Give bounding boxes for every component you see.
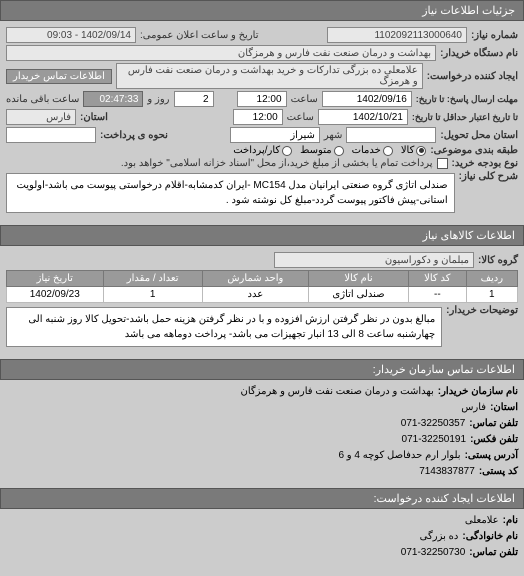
- c-post-label: کد پستی:: [479, 464, 518, 480]
- c-name-label: نام:: [503, 513, 518, 529]
- requester-label: ایجاد کننده درخواست:: [427, 71, 518, 82]
- radio-dot-icon: [282, 146, 292, 156]
- c-addr-label: آدرس پستی:: [465, 448, 518, 464]
- contact-area: نام سازمان خریدار:بهداشت و درمان صنعت نف…: [0, 380, 524, 484]
- payment-method-field: [6, 127, 96, 143]
- deadline-time-label: ساعت: [291, 94, 318, 105]
- deadline-time-field: 12:00: [237, 91, 287, 107]
- goods-table: ردیف کد کالا نام کالا واحد شمارش تعداد /…: [6, 270, 518, 303]
- accept-time-field: 12:00: [233, 109, 283, 125]
- c-fax-label: تلفن فکس:: [470, 432, 518, 448]
- days-left-field: 2: [174, 91, 214, 107]
- accept-label: تا تاریخ اعتبار حداقل تا تاریخ:: [412, 112, 518, 123]
- col-unit: واحد شمارش: [202, 271, 308, 287]
- cell-date: 1402/09/23: [7, 287, 104, 303]
- request-no-label: شماره نیاز:: [471, 30, 518, 41]
- goods-group-label: گروه کالا:: [478, 255, 518, 266]
- deadline-label: مهلت ارسال پاسخ: تا تاریخ:: [416, 94, 518, 105]
- radio-khadamat-label: خدمات: [352, 145, 381, 156]
- radio-kala[interactable]: کالا: [401, 145, 427, 156]
- col-date: تاریخ نیاز: [7, 271, 104, 287]
- contact-header: اطلاعات تماس سازمان خریدار:: [0, 359, 524, 380]
- radio-motavasset[interactable]: متوسط: [300, 145, 343, 156]
- cell-name: صندلی اتاژی: [309, 287, 409, 303]
- goods-header: اطلاعات کالاهای نیاز: [0, 225, 524, 246]
- col-qty: تعداد / مقدار: [103, 271, 202, 287]
- c-tel-value: 071-32250357: [401, 416, 466, 432]
- radio-karpardakht[interactable]: کار/پرداخت: [233, 145, 292, 156]
- budget-type-label: طبقه بندی موضوعی:: [430, 145, 518, 156]
- org-label: نام سازمان خریدار:: [438, 384, 518, 400]
- announce-field: 1402/09/14 - 09:03: [6, 27, 136, 43]
- days-left-label: روز و: [147, 94, 169, 105]
- cell-unit: عدد: [202, 287, 308, 303]
- payment-note-label: نوع بودجه خرید:: [452, 158, 518, 169]
- buyer-label: نام دستگاه خریدار:: [440, 48, 518, 59]
- c-name-value: علامعلی: [465, 513, 499, 529]
- time-left-field: 02:47:33: [83, 91, 143, 107]
- col-code: کد کالا: [408, 271, 466, 287]
- notes-box: مبالغ بدون در نظر گرفتن ارزش افزوده و با…: [6, 307, 442, 347]
- goods-group-field: مبلمان و دکوراسیون: [274, 252, 474, 268]
- payment-note-text: پرداخت تمام یا بخشی از مبلغ خرید،از محل …: [121, 158, 433, 169]
- radio-dot-icon: [416, 146, 426, 156]
- payment-checkbox[interactable]: [437, 158, 448, 169]
- radio-karpardakht-label: کار/پرداخت: [233, 145, 280, 156]
- form-area: شماره نیاز: 1102092113000640 تاریخ و ساع…: [0, 21, 524, 221]
- cell-code: --: [408, 287, 466, 303]
- delivery-place-label: استان محل تحویل:: [440, 130, 518, 141]
- deadline-date-field: 1402/09/16: [322, 91, 412, 107]
- announce-label: تاریخ و ساعت اعلان عمومی:: [140, 30, 259, 41]
- c-post-value: 7143837877: [419, 464, 475, 480]
- table-row[interactable]: 1 -- صندلی اتاژی عدد 1 1402/09/23: [7, 287, 518, 303]
- cell-row: 1: [466, 287, 517, 303]
- requester-field: علامعلی ده بزرگی تدارکات و خرید بهداشت و…: [116, 63, 423, 89]
- province-label: استان:: [80, 112, 108, 123]
- main-desc-label: شرح کلی نیاز:: [459, 171, 518, 182]
- request-no-field: 1102092113000640: [327, 27, 467, 43]
- c-province-value: فارس: [461, 400, 486, 416]
- province-field: فارس: [6, 109, 76, 125]
- delivery-place-field: [346, 127, 436, 143]
- main-desc-box: صندلی اتاژی گروه صنعتی ایرانیان مدل MC15…: [6, 173, 455, 213]
- c-tel2-label: تلفن تماس:: [469, 545, 518, 561]
- details-header: جزئیات اطلاعات نیاز: [0, 0, 524, 21]
- c-family-label: نام خانوادگی:: [462, 529, 518, 545]
- notes-label: توضیحات خریدار:: [446, 305, 518, 316]
- delivery-city-field: شیراز: [230, 127, 320, 143]
- delivery-city-label: شهر: [324, 130, 343, 141]
- c-tel-label: تلفن تماس:: [469, 416, 518, 432]
- radio-kala-label: کالا: [401, 145, 415, 156]
- accept-date-field: 1402/10/21: [318, 109, 408, 125]
- cell-qty: 1: [103, 287, 202, 303]
- creator-header: اطلاعات ایجاد کننده درخواست:: [0, 488, 524, 509]
- radio-dot-icon: [383, 146, 393, 156]
- c-family-value: ده بزرگی: [420, 529, 459, 545]
- c-addr-value: بلوار ارم حدفاصل کوچه 4 و 6: [338, 448, 460, 464]
- buyer-field: بهداشت و درمان صنعت نفت فارس و هرمزگان: [6, 45, 436, 61]
- time-left-label: ساعت باقی مانده: [6, 94, 79, 105]
- col-name: نام کالا: [309, 271, 409, 287]
- c-tel2-value: 071-32250730: [401, 545, 466, 561]
- col-row: ردیف: [466, 271, 517, 287]
- goods-table-wrap: ردیف کد کالا نام کالا واحد شمارش تعداد /…: [6, 270, 518, 303]
- buyer-contact-button[interactable]: اطلاعات تماس خریدار: [6, 69, 112, 84]
- budget-radio-group: کالا خدمات متوسط کار/پرداخت: [233, 145, 426, 156]
- payment-method-label: نحوه ی پرداخت:: [100, 130, 168, 141]
- goods-area: گروه کالا: مبلمان و دکوراسیون ردیف کد کا…: [0, 246, 524, 355]
- org-value: بهداشت و درمان صنعت نفت فارس و هرمزگان: [241, 384, 434, 400]
- accept-time-label: ساعت: [287, 112, 314, 123]
- c-province-label: استان:: [490, 400, 518, 416]
- c-fax-value: 071-32250191: [402, 432, 467, 448]
- radio-khadamat[interactable]: خدمات: [352, 145, 393, 156]
- creator-area: نام: علامعلی نام خانوادگی:ده بزرگی تلفن ت…: [0, 509, 524, 565]
- radio-dot-icon: [334, 146, 344, 156]
- radio-motavasset-label: متوسط: [300, 145, 331, 156]
